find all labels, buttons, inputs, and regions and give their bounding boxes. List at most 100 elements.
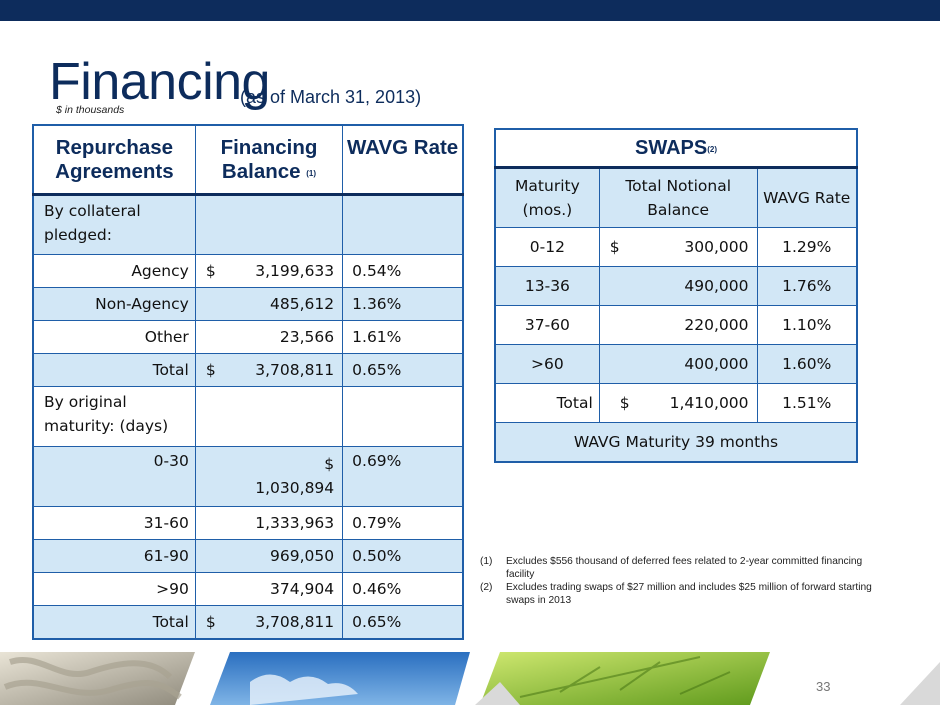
balance-value: 969,050 — [194, 538, 344, 573]
balance-cell: $3,199,633 — [194, 253, 344, 288]
rate-value: 0.50% — [342, 538, 464, 573]
rate-value: 1.29% — [756, 227, 858, 267]
balance-cell: 23,566 — [194, 319, 344, 354]
notional-value: 490,000 — [684, 277, 749, 295]
empty-cell — [342, 193, 464, 255]
notional-value: 300,000 — [684, 238, 749, 256]
balance-value: 485,612 — [270, 294, 335, 313]
table-row: 61-90 969,050 0.50% — [32, 538, 464, 573]
notional-value: 1,410,000 — [669, 394, 749, 412]
rate-value: 0.65% — [342, 604, 464, 639]
currency-symbol: $ — [609, 238, 620, 256]
units-note: $ in thousands — [56, 104, 125, 116]
repurchase-agreements-table: Repurchase Agreements Financing Balance … — [32, 124, 464, 640]
footnote-number: (2) — [480, 582, 493, 593]
balance-cell: $3,708,811 — [194, 604, 344, 639]
swaps-title-row: SWAPS(2) — [494, 128, 858, 169]
column-header-balance-text: Financing Balance — [220, 136, 318, 183]
empty-cell — [342, 385, 464, 447]
swaps-header-row: Maturity (mos.) Total Notional Balance W… — [494, 167, 858, 228]
notional-cell: $1,410,000 — [598, 383, 758, 423]
balance-cell: $3,708,811 — [194, 352, 344, 387]
column-header-maturity: Maturity (mos.) — [494, 167, 600, 228]
row-label: Non-Agency — [32, 286, 196, 321]
table-row: 0-30 $ 1,030,894 0.69% — [32, 445, 464, 507]
rate-value: 1.36% — [342, 286, 464, 321]
swaps-title-text: SWAPS — [634, 136, 708, 159]
table-row: Other 23,566 1.61% — [32, 319, 464, 354]
wavg-maturity: WAVG Maturity 39 months — [494, 422, 858, 463]
rate-value: 1.51% — [756, 383, 858, 423]
table-row: >90 374,904 0.46% — [32, 571, 464, 606]
section-label: By collateral pledged: — [32, 193, 196, 255]
swaps-table: SWAPS(2) Maturity (mos.) Total Notional … — [494, 128, 858, 463]
row-label: 61-90 — [32, 538, 196, 573]
sky-image — [210, 652, 470, 705]
column-header-rate: WAVG Rate — [756, 167, 858, 228]
footnote-number: (1) — [480, 556, 493, 567]
rope-strands — [3, 657, 182, 700]
column-header-repo: Repurchase Agreements — [32, 124, 196, 196]
row-label: Other — [32, 319, 196, 354]
balance-value: 3,708,811 — [255, 612, 335, 631]
notional-value: 400,000 — [684, 355, 749, 373]
row-label: >90 — [32, 571, 196, 606]
balance-value: 23,566 — [279, 327, 335, 346]
leaf-veins — [519, 656, 731, 698]
footnote-2: (2) Excludes trading swaps of $27 millio… — [480, 581, 880, 607]
rate-value: 0.79% — [342, 505, 464, 540]
decorative-image-band — [0, 652, 940, 705]
footnotes: (1) Excludes $556 thousand of deferred f… — [480, 555, 880, 607]
rate-value: 0.54% — [342, 253, 464, 288]
row-label: Agency — [32, 253, 196, 288]
cloud-shape — [250, 674, 358, 705]
table-row: Non-Agency 485,612 1.36% — [32, 286, 464, 321]
section-label: By original maturity: (days) — [32, 385, 196, 447]
currency-symbol: $ — [205, 612, 216, 631]
footnote-marker: (2) — [707, 144, 718, 154]
section-row-maturity: By original maturity: (days) — [32, 385, 464, 447]
balance-cell: 485,612 — [194, 286, 344, 321]
notional-cell: 400,000 — [598, 344, 758, 384]
notional-cell: $300,000 — [598, 227, 758, 267]
balance-value: 1,333,963 — [194, 505, 344, 540]
balance-value: 3,708,811 — [255, 360, 335, 379]
footnote-marker: (1) — [306, 169, 317, 178]
table-row: 13-36 490,000 1.76% — [494, 266, 858, 306]
table-row: 31-60 1,333,963 0.79% — [32, 505, 464, 540]
page-number: 33 — [816, 679, 831, 694]
column-header-balance: Financing Balance (1) — [194, 124, 344, 196]
table-row: 37-60 220,000 1.10% — [494, 305, 858, 345]
empty-cell — [194, 193, 344, 255]
balance-cell: $ 1,030,894 — [194, 445, 344, 507]
table-row-total: Total $1,410,000 1.51% — [494, 383, 858, 423]
table-row-total: Total $3,708,811 0.65% — [32, 604, 464, 639]
rate-value: 1.10% — [756, 305, 858, 345]
balance-value: 3,199,633 — [255, 261, 335, 280]
maturity-value: 37-60 — [494, 305, 600, 345]
notional-cell: 490,000 — [598, 266, 758, 306]
swoosh-shape — [475, 682, 520, 705]
table-row-total: Total $3,708,811 0.65% — [32, 352, 464, 387]
currency-symbol: $ — [205, 261, 216, 280]
table-row: 0-12 $300,000 1.29% — [494, 227, 858, 267]
maturity-value: >60 — [494, 344, 600, 384]
maturity-value: Total — [494, 383, 600, 423]
notional-value: 220,000 — [684, 316, 749, 334]
maturity-value: 13-36 — [494, 266, 600, 306]
column-header-notional: Total Notional Balance — [598, 167, 758, 228]
currency-symbol: $ — [619, 394, 630, 412]
swaps-footer-row: WAVG Maturity 39 months — [494, 422, 858, 463]
table-row: Agency $3,199,633 0.54% — [32, 253, 464, 288]
row-label: Total — [32, 352, 196, 387]
row-label: 31-60 — [32, 505, 196, 540]
notional-cell: 220,000 — [598, 305, 758, 345]
section-row-collateral: By collateral pledged: — [32, 193, 464, 255]
footnote-text: Excludes $556 thousand of deferred fees … — [506, 556, 863, 580]
column-header-rate: WAVG Rate — [342, 124, 464, 196]
top-banner — [0, 0, 940, 21]
table-row: >60 400,000 1.60% — [494, 344, 858, 384]
footnote-text: Excludes trading swaps of $27 million an… — [506, 582, 872, 606]
currency-symbol: $ — [205, 360, 216, 379]
rate-value: 1.76% — [756, 266, 858, 306]
